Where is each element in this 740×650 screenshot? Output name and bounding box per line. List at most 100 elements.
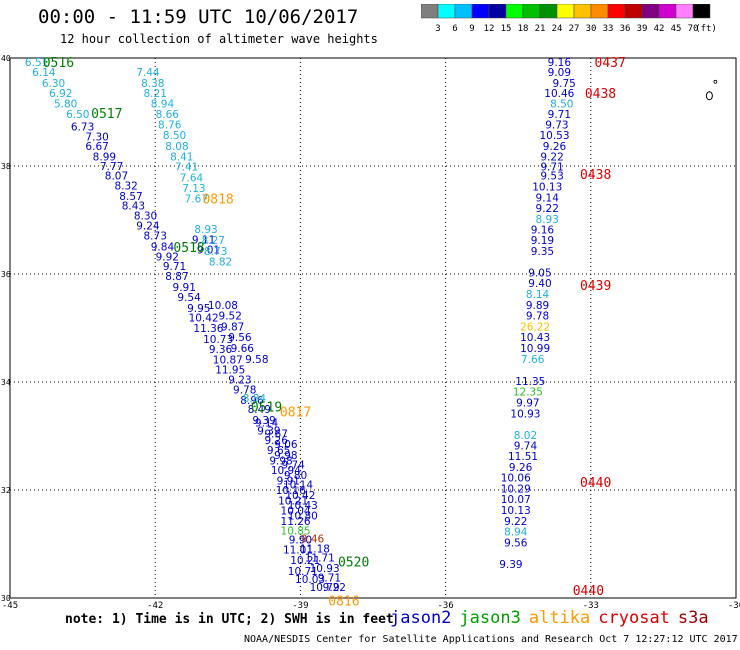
swh-value-light: 8.82 xyxy=(209,257,232,269)
swh-value-jason2: 9.39 xyxy=(252,415,275,427)
swh-value-light: 6.50 xyxy=(66,109,89,121)
swh-value-jason2: 9.22 xyxy=(323,582,346,594)
swh-value-light: 6.92 xyxy=(49,88,72,100)
swh-value-jason2: 8.73 xyxy=(144,231,167,243)
swh-value-jason2: 10.14 xyxy=(283,480,313,492)
swh-value-jason2: 9.71 xyxy=(548,109,571,121)
swh-value-jason2: 10.73 xyxy=(203,334,233,346)
swh-value-light: 8.93 xyxy=(536,214,559,226)
swh-value-jason2: 10.29 xyxy=(501,483,531,495)
swh-value-jason2: 9.52 xyxy=(219,311,242,323)
footnote: note: 1) Time is in UTC; 2) SWH is in fe… xyxy=(65,612,394,627)
swh-value-jason2: 9.26 xyxy=(265,435,289,447)
legend: jason2 jason3 altika cryosat s3a xyxy=(390,608,717,628)
swh-value-jason2: 9.56 xyxy=(504,537,528,549)
swh-value-jason2: 10.42 xyxy=(285,490,315,502)
swh-value-jason2: 9.65 xyxy=(267,445,290,457)
colorbar-label: 27 xyxy=(569,24,580,34)
swh-value-jason2: 11.71 xyxy=(305,553,335,565)
swh-value-jason2: 9.05 xyxy=(528,267,551,279)
colorbar-label: 21 xyxy=(535,24,546,34)
swh-value-jason2: 6.73 xyxy=(71,122,94,134)
swh-value-jason2: 8.87 xyxy=(165,271,188,283)
plot-frame xyxy=(9,57,737,599)
swh-value-jason2: 9.73 xyxy=(545,119,568,131)
swh-value-jason2: 9.80 xyxy=(284,470,307,482)
swh-value-jason2: 9.39 xyxy=(257,426,280,438)
swh-value-light: 8.94 xyxy=(151,98,175,110)
swh-value-jason2: 9.56 xyxy=(228,332,252,344)
time-label: 0816 xyxy=(328,595,359,610)
colorbar-label: 33 xyxy=(603,24,614,34)
swh-value-light: 7.44 xyxy=(136,67,160,79)
swh-value-jason2: 9.67 xyxy=(265,428,288,440)
y-tick-label: 36 xyxy=(1,270,11,279)
swh-value-jason2: 11.01 xyxy=(283,544,313,556)
swh-value-jason2: 9.22 xyxy=(536,203,559,215)
legend-item-jason3: jason3 xyxy=(459,608,521,628)
island-shape xyxy=(705,91,713,101)
swh-value-jason2: 10.99 xyxy=(520,343,550,355)
swh-value-jason2: 6.67 xyxy=(85,141,108,153)
colorbar-label: 18 xyxy=(518,24,529,34)
map-plot: -45-42-39-36-33-303032343638406.737.306.… xyxy=(1,54,740,611)
swh-value-jason2: 9.92 xyxy=(156,252,179,264)
colorbar-unit: (ft) xyxy=(695,24,717,34)
swh-value-jason2: 9.97 xyxy=(516,398,539,410)
swh-value-jason2: 10.93 xyxy=(510,408,540,420)
swh-value-light: 7.67 xyxy=(185,193,208,205)
swh-value-light: 8.08 xyxy=(165,141,188,153)
swh-value-jason2: 10.93 xyxy=(310,563,340,575)
swh-value-jason2: 9.75 xyxy=(552,78,575,90)
swh-value-jason2: 8.43 xyxy=(122,200,145,212)
swh-value-light: 7.13 xyxy=(182,183,205,195)
swh-value-jason2: 11.36 xyxy=(193,323,223,335)
swh-value-jason2: 10.06 xyxy=(501,473,531,485)
swh-value-jason2: 9.71 xyxy=(163,261,186,273)
swh-value-jason2: 9.95 xyxy=(187,303,210,315)
colorbar-label: 39 xyxy=(637,24,648,34)
swh-value-light: 6.51 xyxy=(25,57,48,69)
swh-value-jason2: 9.26 xyxy=(543,141,567,153)
swh-value-jason2: 8.07 xyxy=(105,171,128,183)
x-tick-label: -39 xyxy=(292,601,308,611)
swh-value-jason2: 9.89 xyxy=(526,300,549,312)
colorbar-label: 12 xyxy=(484,24,495,34)
swh-value-jason2: 10.13 xyxy=(501,505,531,517)
swh-value-light: 8.76 xyxy=(158,119,182,131)
swh-value-jason2: 10.42 xyxy=(189,313,219,325)
swh-value-jason2: 8.30 xyxy=(134,211,157,223)
swh-value-jason2: 8.57 xyxy=(119,191,142,203)
swh-value-jason2: 11.26 xyxy=(281,516,311,528)
swh-value-light: 6.30 xyxy=(42,78,65,90)
colorbar-swatch xyxy=(692,4,711,19)
swh-value-light: 8.02 xyxy=(514,430,537,442)
swh-value-jason2: 8.49 xyxy=(248,404,271,416)
swh-value-jason2: 9.26 xyxy=(509,462,533,474)
swh-value-light: 7.64 xyxy=(180,172,204,184)
swh-value-light: 8.73 xyxy=(204,246,227,258)
swh-value-jason2: 9.58 xyxy=(245,354,268,366)
time-label: 0439 xyxy=(580,279,611,294)
swh-value-jason2: 10.80 xyxy=(288,510,318,522)
y-tick-label: 38 xyxy=(1,162,11,171)
swh-value-jason2: 9.74 xyxy=(514,441,538,453)
swh-value-jason2: 9.98 xyxy=(274,450,297,462)
swh-value-light: 8.94 xyxy=(504,527,528,539)
swh-value-jason2: 11.35 xyxy=(515,376,545,388)
swh-value-jason2: 9.90 xyxy=(289,535,312,547)
swh-value-jason2: 9.19 xyxy=(531,235,554,247)
time-label: 0818 xyxy=(202,192,233,207)
time-label: 0438 xyxy=(580,168,611,183)
swh-value-jason2: 9.23 xyxy=(228,374,251,386)
swh-value-jason2: 10.87 xyxy=(213,354,243,366)
time-label: 0437 xyxy=(595,56,626,71)
swh-value-jason2: 9.14 xyxy=(536,192,560,204)
time-label: 0438 xyxy=(585,87,616,102)
swh-value-jason2: 9.39 xyxy=(499,559,522,571)
swh-value-jason2: 10.71 xyxy=(288,566,318,578)
swh-value-jason2: 10.07 xyxy=(501,494,531,506)
time-label: 0518 xyxy=(173,241,204,256)
swh-value-jason2: 9.71 xyxy=(540,162,563,174)
swh-value-jason2: 11.51 xyxy=(508,451,538,463)
